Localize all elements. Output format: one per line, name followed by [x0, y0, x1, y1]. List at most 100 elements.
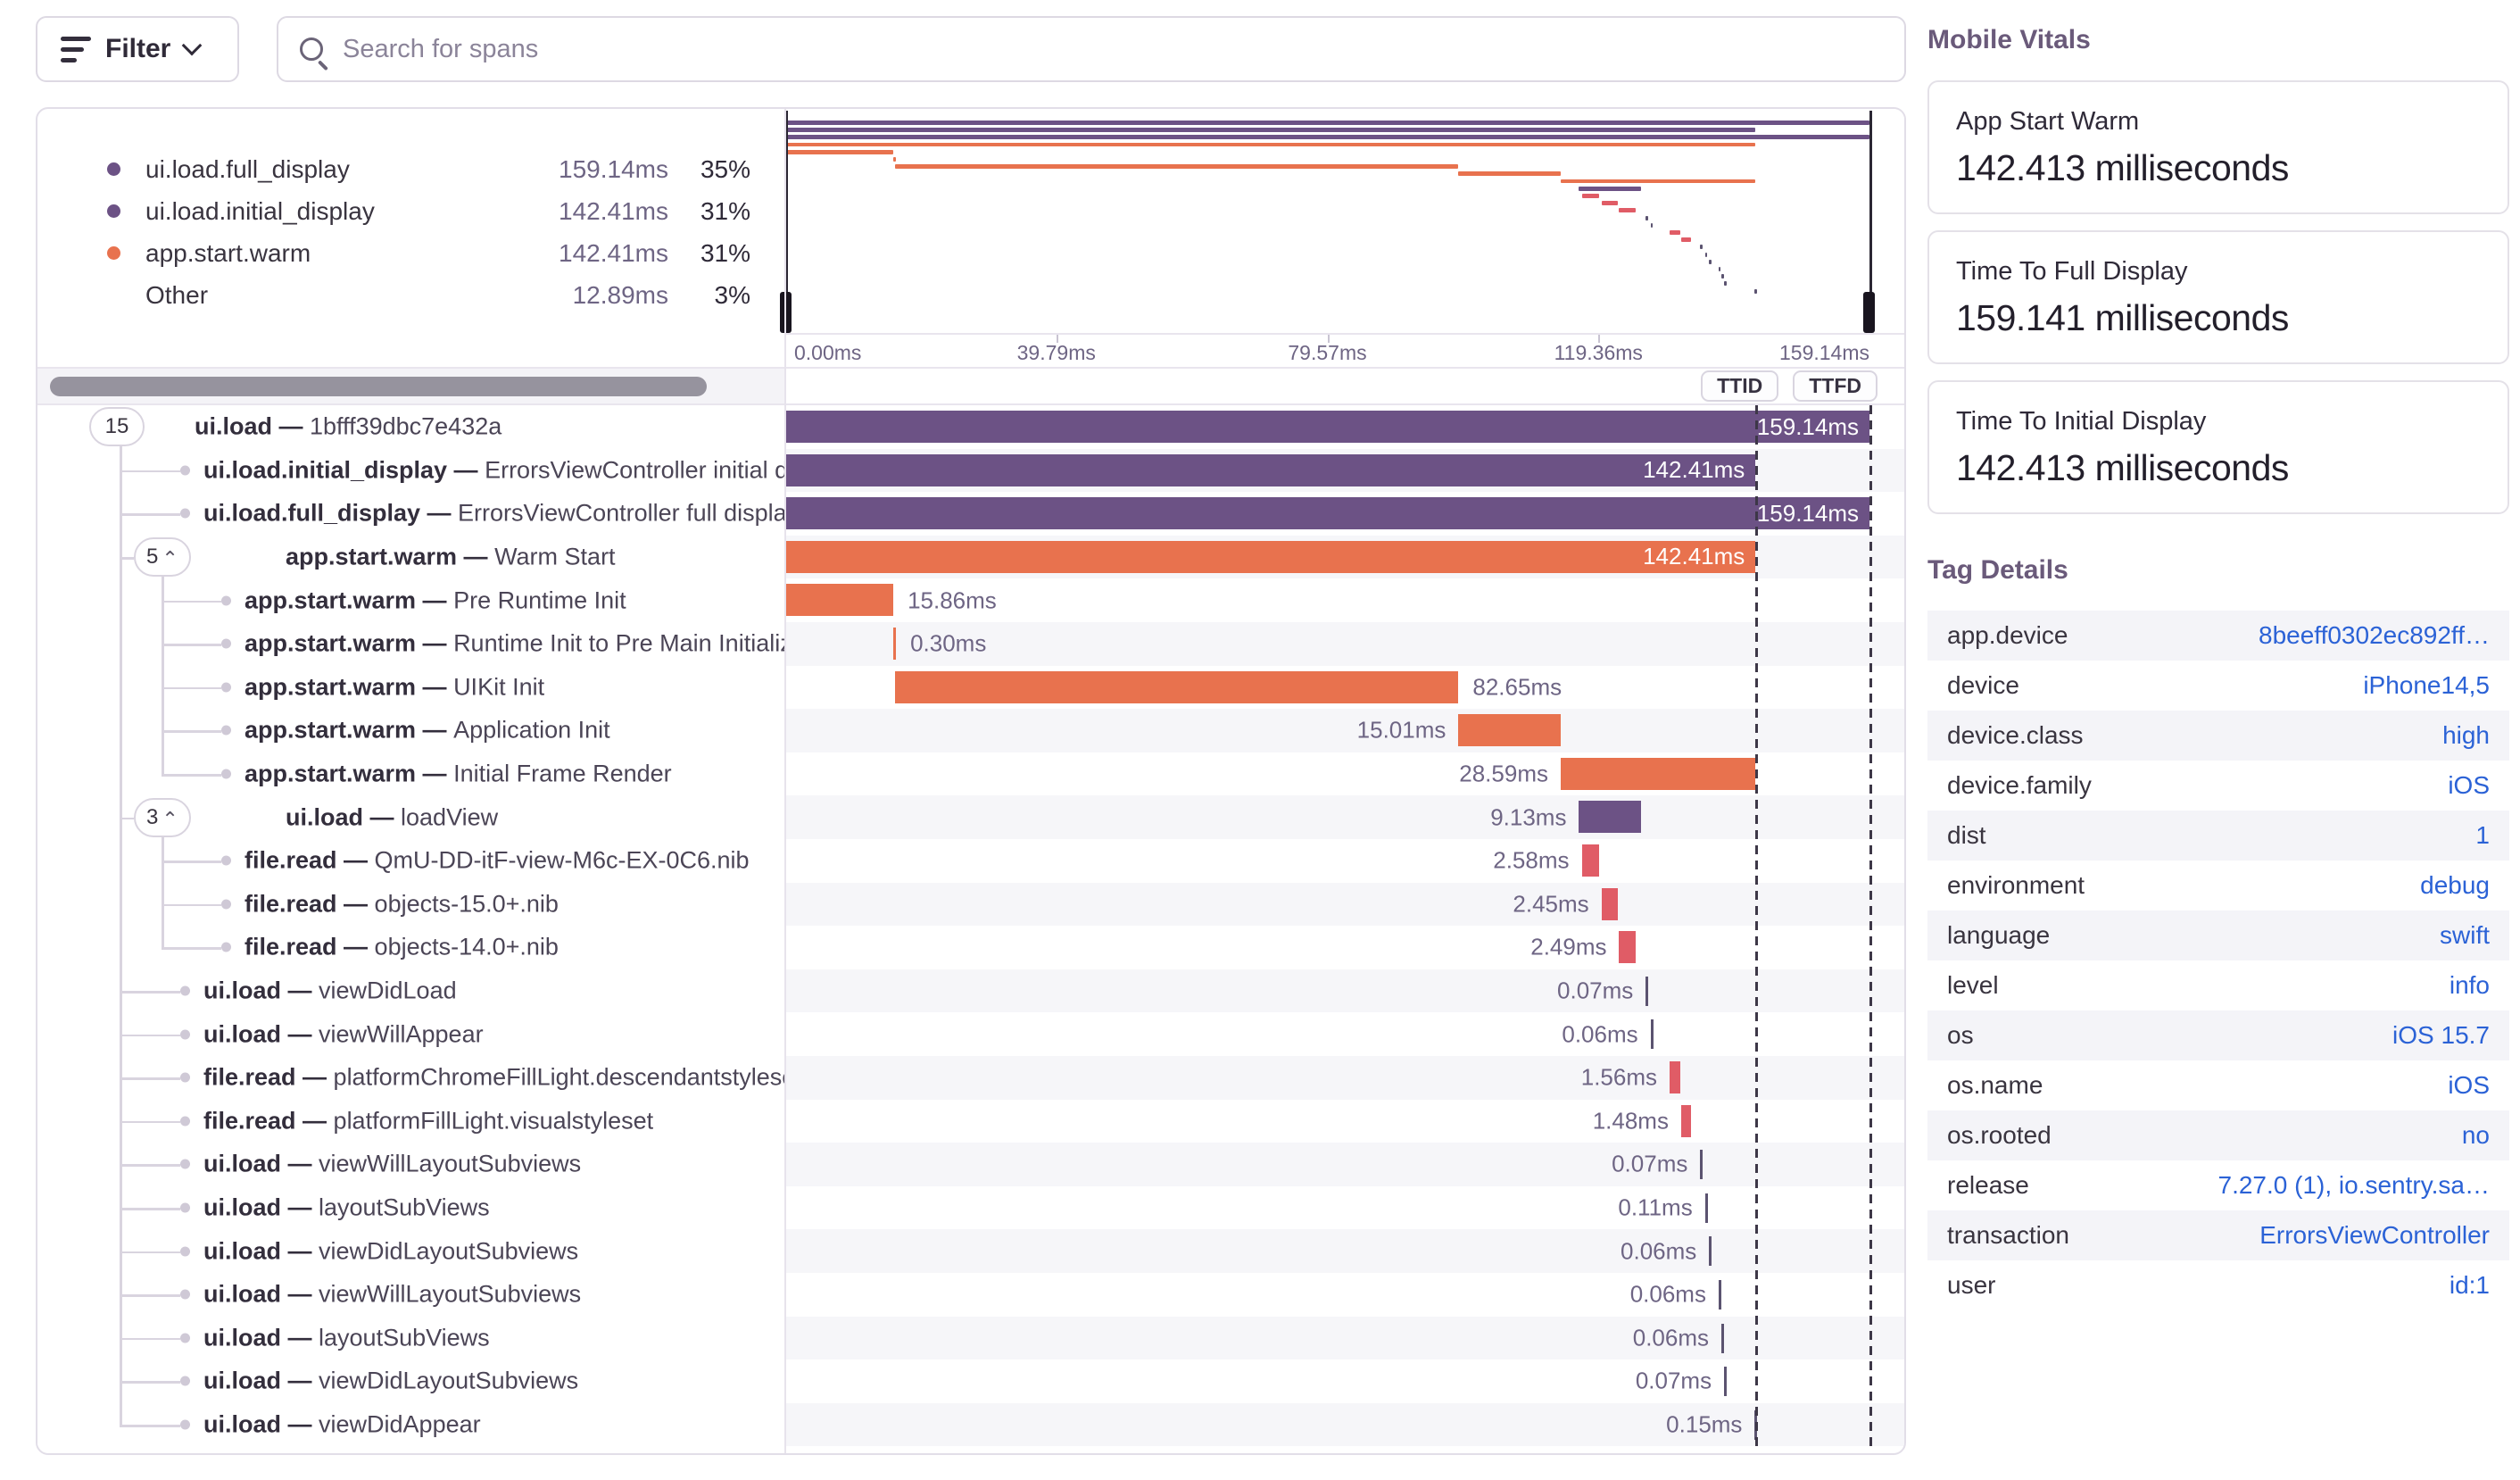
tag-value-link[interactable]: 8beeff0302ec892ff…: [2259, 621, 2490, 649]
span-tree-cell[interactable]: app.start.warm — Initial Frame Render: [37, 752, 784, 796]
trace-row[interactable]: 3 ⌃ ui.load — loadView 9.13ms: [37, 795, 1904, 839]
span-tree-cell[interactable]: ui.load — viewDidLayoutSubviews: [37, 1359, 784, 1403]
span-bar[interactable]: [1700, 1150, 1703, 1180]
span-bar[interactable]: [1581, 844, 1600, 877]
span-waterfall-cell[interactable]: 142.41ms: [785, 448, 1904, 493]
span-count-badge[interactable]: 5 ⌃: [134, 537, 191, 578]
span-waterfall-cell[interactable]: 0.07ms: [785, 1143, 1904, 1186]
tag-value-link[interactable]: swift: [2440, 921, 2490, 949]
span-tree-cell[interactable]: ui.load.full_display — ErrorsViewControl…: [37, 492, 784, 536]
span-bar[interactable]: [1669, 1061, 1680, 1093]
span-bar[interactable]: 142.41ms: [785, 453, 1756, 486]
span-waterfall-cell[interactable]: 2.58ms: [785, 839, 1904, 883]
trace-row[interactable]: file.read — objects-15.0+.nib 2.45ms: [37, 882, 1904, 927]
tree-waterfall-divider[interactable]: [784, 109, 786, 1453]
span-bar[interactable]: [1724, 1367, 1728, 1397]
legend-item[interactable]: Other 12.89ms 3%: [37, 274, 784, 316]
trace-row[interactable]: ui.load — layoutSubViews 0.11ms: [37, 1185, 1904, 1230]
trace-row[interactable]: 5 ⌃ app.start.warm — Warm Start 142.41ms: [37, 535, 1904, 579]
tag-value-link[interactable]: debug: [2420, 871, 2490, 899]
span-tree-cell[interactable]: ui.load — viewDidAppear: [37, 1402, 784, 1447]
span-bar[interactable]: [785, 584, 894, 617]
span-waterfall-cell[interactable]: 0.07ms: [785, 969, 1904, 1013]
ttid-button[interactable]: TTID: [1701, 370, 1779, 402]
span-waterfall-cell[interactable]: 28.59ms: [785, 752, 1904, 796]
span-waterfall-cell[interactable]: 2.49ms: [785, 926, 1904, 969]
span-bar[interactable]: [1601, 887, 1619, 920]
span-tree-cell[interactable]: ui.load.initial_display — ErrorsViewCont…: [37, 448, 784, 493]
span-tree-cell[interactable]: ui.load — viewWillLayoutSubviews: [37, 1143, 784, 1186]
legend-item[interactable]: ui.load.initial_display 142.41ms 31%: [37, 190, 784, 232]
trace-row[interactable]: ui.load — viewWillLayoutSubviews 0.06ms: [37, 1273, 1904, 1317]
span-tree-cell[interactable]: ui.load — viewWillAppear: [37, 1012, 784, 1056]
span-bar[interactable]: [1718, 1280, 1721, 1310]
span-tree-cell[interactable]: file.read — objects-15.0+.nib: [37, 882, 784, 927]
span-bar[interactable]: [1458, 714, 1561, 747]
span-tree-cell[interactable]: app.start.warm — Pre Runtime Init: [37, 578, 784, 622]
tag-value-link[interactable]: id:1: [2449, 1271, 2490, 1299]
tag-value-link[interactable]: iOS: [2448, 1071, 2490, 1099]
span-bar[interactable]: 159.14ms: [785, 411, 1869, 443]
span-bar[interactable]: [1579, 801, 1642, 834]
span-bar[interactable]: [1709, 1236, 1712, 1267]
span-waterfall-cell[interactable]: 9.13ms: [785, 795, 1904, 839]
tree-scrollbar-track[interactable]: [37, 369, 784, 403]
tag-value-link[interactable]: info: [2449, 971, 2490, 999]
span-bar[interactable]: 159.14ms: [785, 497, 1869, 530]
span-waterfall-cell[interactable]: 1.56ms: [785, 1056, 1904, 1100]
trace-row[interactable]: file.read — platformFillLight.visualstyl…: [37, 1099, 1904, 1143]
trace-row[interactable]: 15 ui.load — 1bfff39dbc7e432a 159.14ms: [37, 405, 1904, 449]
span-waterfall-cell[interactable]: 0.06ms: [785, 1012, 1904, 1056]
span-tree-cell[interactable]: 5 ⌃ app.start.warm — Warm Start: [37, 535, 784, 579]
trace-row[interactable]: app.start.warm — Application Init 15.01ms: [37, 709, 1904, 752]
trace-row[interactable]: ui.load — viewWillAppear 0.06ms: [37, 1012, 1904, 1056]
tag-value-link[interactable]: iPhone14,5: [2363, 671, 2490, 699]
span-bar[interactable]: [1645, 976, 1649, 1006]
tag-value-link[interactable]: 1: [2475, 821, 2490, 849]
tag-value-link[interactable]: ErrorsViewController: [2259, 1221, 2490, 1249]
trace-row[interactable]: file.read — objects-14.0+.nib 2.49ms: [37, 926, 1904, 969]
trace-row[interactable]: file.read — platformChromeFillLight.desc…: [37, 1056, 1904, 1100]
span-bar[interactable]: [1560, 757, 1756, 790]
span-bar[interactable]: [893, 628, 897, 660]
span-waterfall-cell[interactable]: 0.15ms: [785, 1402, 1904, 1447]
span-waterfall-cell[interactable]: 0.06ms: [785, 1273, 1904, 1317]
tag-value-link[interactable]: iOS: [2448, 771, 2490, 799]
span-tree-cell[interactable]: file.read — QmU-DD-itF-view-M6c-EX-0C6.n…: [37, 839, 784, 883]
span-bar[interactable]: [1704, 1193, 1708, 1223]
tag-value-link[interactable]: high: [2442, 721, 2490, 749]
span-tree-cell[interactable]: file.read — objects-14.0+.nib: [37, 926, 784, 969]
trace-row[interactable]: app.start.warm — Initial Frame Render 28.…: [37, 752, 1904, 796]
span-waterfall-cell[interactable]: 159.14ms: [785, 492, 1904, 536]
span-count-badge[interactable]: 15: [89, 407, 145, 447]
minimap-left-line[interactable]: [785, 111, 788, 333]
span-tree-cell[interactable]: ui.load — layoutSubViews: [37, 1185, 784, 1230]
span-waterfall-cell[interactable]: 15.86ms: [785, 578, 1904, 622]
trace-row[interactable]: ui.load — layoutSubViews 0.06ms: [37, 1316, 1904, 1360]
span-waterfall-cell[interactable]: 0.06ms: [785, 1229, 1904, 1273]
trace-minimap[interactable]: [780, 109, 1904, 333]
trace-row[interactable]: ui.load — viewDidLoad 0.07ms: [37, 969, 1904, 1013]
span-bar[interactable]: [895, 670, 1459, 703]
span-bar[interactable]: [1650, 1019, 1654, 1050]
span-tree-cell[interactable]: file.read — platformFillLight.visualstyl…: [37, 1099, 784, 1143]
span-tree-cell[interactable]: app.start.warm — Runtime Init to Pre Mai…: [37, 622, 784, 666]
trace-row[interactable]: app.start.warm — Pre Runtime Init 15.86ms: [37, 578, 1904, 622]
span-tree-cell[interactable]: ui.load — viewDidLayoutSubviews: [37, 1229, 784, 1273]
trace-row[interactable]: ui.load — viewDidLayoutSubviews 0.06ms: [37, 1229, 1904, 1273]
span-tree-cell[interactable]: ui.load — viewDidLoad: [37, 969, 784, 1013]
span-tree-cell[interactable]: app.start.warm — UIKit Init: [37, 665, 784, 710]
tag-value-link[interactable]: iOS 15.7: [2392, 1021, 2490, 1049]
trace-row[interactable]: app.start.warm — UIKit Init 82.65ms: [37, 665, 1904, 710]
tag-value-link[interactable]: 7.27.0 (1), io.sentry.sa…: [2217, 1171, 2491, 1199]
span-tree-cell[interactable]: 15 ui.load — 1bfff39dbc7e432a: [37, 405, 784, 449]
span-waterfall-cell[interactable]: 15.01ms: [785, 709, 1904, 752]
filter-button[interactable]: Filter: [36, 16, 239, 82]
tree-scrollbar-thumb[interactable]: [50, 377, 707, 396]
trace-row[interactable]: ui.load — viewDidAppear 0.15ms: [37, 1402, 1904, 1447]
span-tree-cell[interactable]: ui.load — viewWillLayoutSubviews: [37, 1273, 784, 1317]
ttfd-button[interactable]: TTFD: [1793, 370, 1878, 402]
trace-row[interactable]: app.start.warm — Runtime Init to Pre Mai…: [37, 622, 1904, 666]
span-waterfall-cell[interactable]: 1.48ms: [785, 1099, 1904, 1143]
tag-value-link[interactable]: no: [2461, 1121, 2490, 1149]
